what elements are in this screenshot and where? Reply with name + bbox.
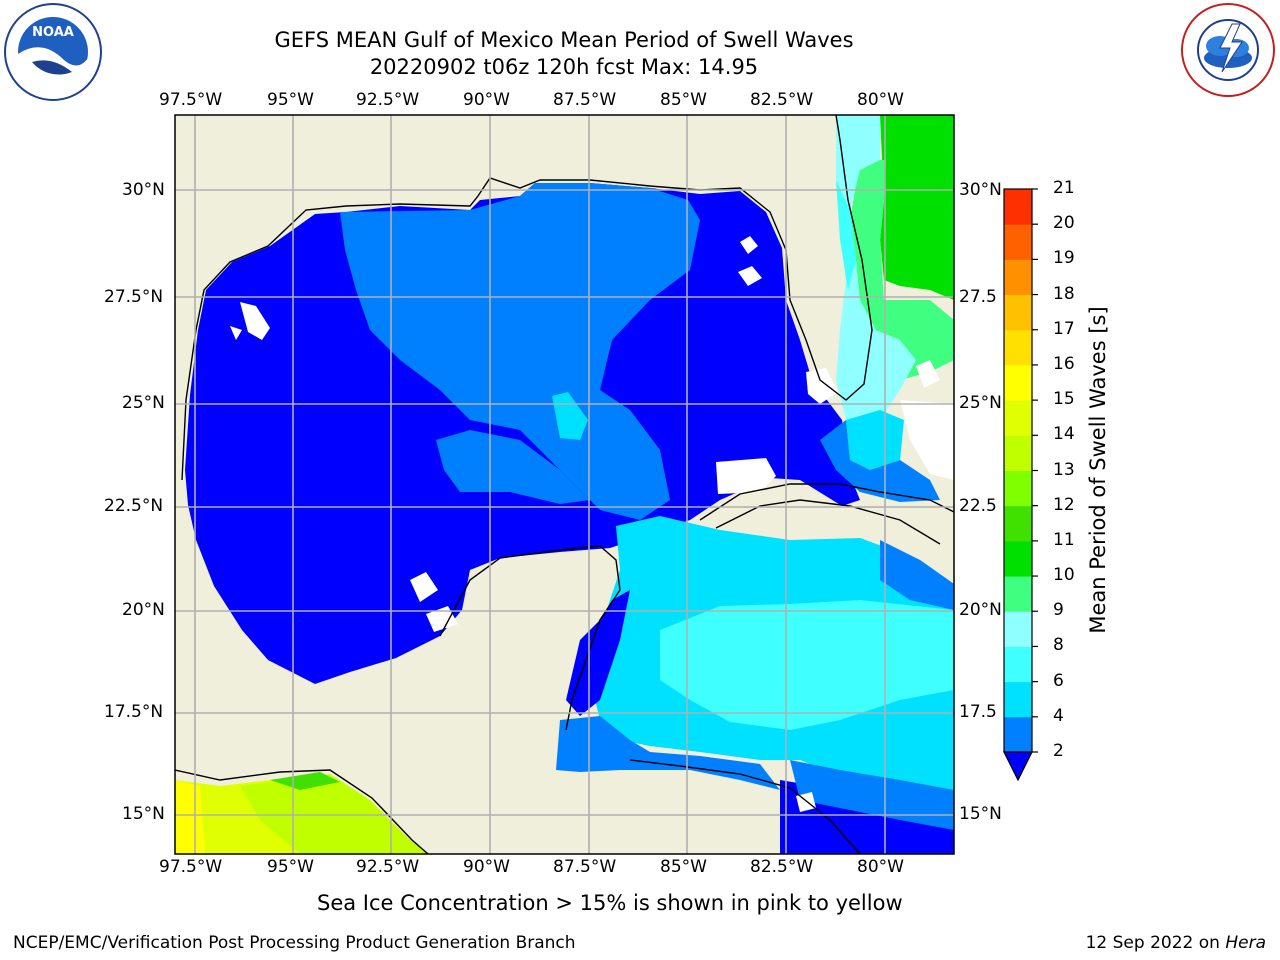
lon-label-bottom: 92.5°W bbox=[356, 857, 420, 877]
footer-date-text: 12 Sep 2022 on bbox=[1085, 933, 1226, 953]
map-frame bbox=[174, 114, 955, 855]
central-america-coastline bbox=[629, 759, 861, 854]
colorbar-tick-label: 8 bbox=[1053, 635, 1064, 656]
lon-label-bottom: 87.5°W bbox=[553, 857, 617, 877]
lat-label-right: 30°N bbox=[959, 180, 1002, 200]
colorbar-segment bbox=[1004, 329, 1032, 366]
atlantic-ocean-field bbox=[880, 115, 954, 300]
lat-label-left: 22.5°N bbox=[104, 496, 164, 516]
lon-label-top: 87.5°W bbox=[553, 90, 617, 110]
colorbar-segment bbox=[1004, 505, 1032, 542]
colorbar-tick-label: 9 bbox=[1053, 600, 1064, 621]
colorbar-tick-label: 19 bbox=[1053, 248, 1075, 269]
colorbar-tick-label: 20 bbox=[1053, 213, 1075, 234]
lon-label-bottom: 82.5°W bbox=[750, 857, 814, 877]
colorbar-segment bbox=[1004, 364, 1032, 401]
colorbar-tick-label: 16 bbox=[1053, 353, 1075, 374]
footer-org: NCEP/EMC/Verification Post Processing Pr… bbox=[13, 933, 576, 953]
map-subtitle: 20220902 t06z 120h fcst Max: 14.95 bbox=[369, 55, 759, 79]
colorbar-tick-label: 12 bbox=[1053, 494, 1075, 515]
pacific-coastline bbox=[175, 769, 429, 854]
footer-host: Hera bbox=[1225, 933, 1266, 953]
lon-label-top: 82.5°W bbox=[750, 90, 814, 110]
lon-label-bottom: 97.5°W bbox=[159, 857, 223, 877]
graticule bbox=[175, 115, 954, 854]
lat-label-right: 15°N bbox=[959, 804, 1002, 824]
colorbar-tick-label: 14 bbox=[1053, 424, 1075, 445]
colorbar-tick-label: 6 bbox=[1053, 670, 1064, 691]
lat-label-left: 25°N bbox=[122, 393, 165, 413]
map-panel bbox=[175, 115, 954, 854]
lon-label-bottom: 90°W bbox=[463, 857, 510, 877]
lon-label-top: 80°W bbox=[857, 90, 904, 110]
colorbar-segment bbox=[1004, 716, 1032, 753]
lon-label-top: 92.5°W bbox=[356, 90, 420, 110]
noaa-logo-text: NOAA bbox=[32, 25, 74, 40]
colorbar-extend-arrow bbox=[1003, 751, 1033, 782]
colorbar-segment bbox=[1004, 470, 1032, 507]
lat-label-right: 27.5 bbox=[959, 287, 997, 307]
sea-ice-note: Sea Ice Concentration > 15% is shown in … bbox=[317, 891, 903, 915]
colorbar-tick-label: 21 bbox=[1053, 178, 1075, 198]
colorbar-tick-label: 4 bbox=[1053, 705, 1064, 726]
colorbar-segment bbox=[1004, 294, 1032, 331]
colorbar-segment bbox=[1004, 400, 1032, 436]
lat-label-right: 20°N bbox=[959, 600, 1002, 620]
lat-label-right: 17.5 bbox=[959, 702, 997, 722]
footer-date: 12 Sep 2022 on Hera bbox=[1086, 933, 1266, 953]
colorbar-tick-label: 18 bbox=[1053, 283, 1075, 304]
gulf-mid-field bbox=[340, 183, 700, 520]
colorbar-label: Mean Period of Swell Waves [s] bbox=[1086, 306, 1110, 634]
colorbar-segment bbox=[1004, 259, 1032, 296]
colorbar-tick-label: 13 bbox=[1053, 459, 1075, 480]
gulf-ocean-field bbox=[185, 183, 860, 684]
map-title: GEFS MEAN Gulf of Mexico Mean Period of … bbox=[274, 28, 854, 52]
lat-label-left: 17.5°N bbox=[104, 702, 164, 722]
colorbar-segment bbox=[1004, 540, 1032, 577]
lon-label-bottom: 80°W bbox=[857, 857, 904, 877]
gulf-coastline bbox=[181, 115, 873, 481]
colorbar-tick-label: 17 bbox=[1053, 318, 1075, 339]
colorbar-segment bbox=[1004, 224, 1032, 260]
lon-label-bottom: 95°W bbox=[267, 857, 314, 877]
colorbar-segment bbox=[1004, 646, 1032, 683]
colorbar-segment bbox=[1004, 576, 1032, 612]
colorbar-segment bbox=[1004, 189, 1032, 225]
lat-label-left: 27.5°N bbox=[104, 287, 164, 307]
noaa-logo: NOAA bbox=[4, 3, 102, 101]
colorbar-segment bbox=[1004, 681, 1032, 718]
lat-label-right: 22.5 bbox=[959, 496, 997, 516]
lat-label-left: 30°N bbox=[122, 180, 165, 200]
lon-label-top: 85°W bbox=[660, 90, 707, 110]
colorbar-tick-label: 10 bbox=[1053, 565, 1075, 586]
nws-logo bbox=[1181, 3, 1275, 97]
lon-label-top: 90°W bbox=[463, 90, 510, 110]
colorbar-tick-label: 11 bbox=[1053, 529, 1075, 550]
colorbar bbox=[1003, 188, 1038, 782]
colorbar-tick-label: 2 bbox=[1053, 741, 1064, 761]
colorbar-segment bbox=[1004, 435, 1032, 471]
lat-label-right: 25°N bbox=[959, 393, 1002, 413]
colorbar-tick-label: 15 bbox=[1053, 389, 1075, 410]
lon-label-bottom: 85°W bbox=[660, 857, 707, 877]
lon-label-top: 95°W bbox=[267, 90, 314, 110]
lon-label-top: 97.5°W bbox=[159, 90, 223, 110]
cuba-coastline bbox=[699, 483, 954, 545]
lat-label-left: 15°N bbox=[122, 804, 165, 824]
lat-label-left: 20°N bbox=[122, 600, 165, 620]
colorbar-segment bbox=[1004, 611, 1032, 647]
